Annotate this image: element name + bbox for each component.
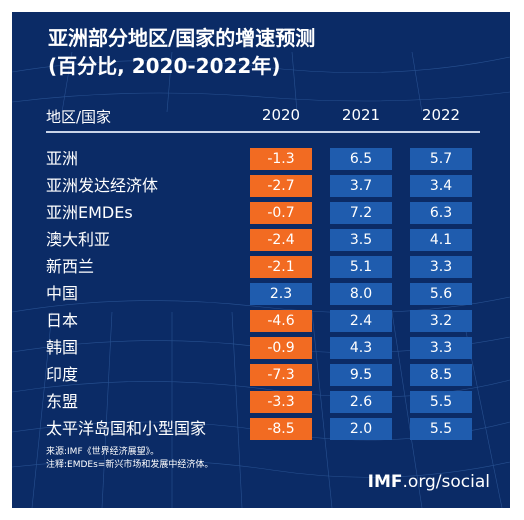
value-cell-2020: -0.7	[250, 202, 312, 224]
chart-card: 亚洲部分地区/国家的增速预测 (百分比, 2020-2022年) 地区/国家 2…	[12, 12, 510, 508]
value-cell-2022: 3.2	[410, 310, 472, 332]
value-cell-2022: 5.5	[410, 418, 472, 440]
row-label: 印度	[46, 365, 79, 384]
value-cell-2020: -0.9	[250, 337, 312, 359]
value-cell-2021: 2.6	[330, 391, 392, 413]
row-label: 东盟	[46, 392, 79, 411]
row-label: 亚洲发达经济体	[46, 176, 159, 195]
row-label: 日本	[46, 311, 79, 330]
value-cell-2020: 2.3	[250, 283, 312, 305]
imf-social-link[interactable]: IMF.org/social	[368, 472, 490, 492]
value-cell-2022: 3.3	[410, 256, 472, 278]
table-row: 印度 -7.3 9.5 8.5	[12, 364, 510, 386]
row-label: 亚洲EMDEs	[46, 203, 133, 222]
table-row: 亚洲EMDEs -0.7 7.2 6.3	[12, 202, 510, 224]
definition-note: 注释:EMDEs=新兴市场和发展中经济体。	[46, 460, 214, 470]
value-cell-2021: 3.5	[330, 229, 392, 251]
value-cell-2022: 4.1	[410, 229, 472, 251]
table-row: 澳大利亚 -2.4 3.5 4.1	[12, 229, 510, 251]
table-row: 中国 2.3 8.0 5.6	[12, 283, 510, 305]
value-cell-2020: -2.1	[250, 256, 312, 278]
table-row: 亚洲发达经济体 -2.7 3.7 3.4	[12, 175, 510, 197]
value-cell-2020: -3.3	[250, 391, 312, 413]
value-cell-2020: -8.5	[250, 418, 312, 440]
value-cell-2021: 9.5	[330, 364, 392, 386]
value-cell-2022: 5.7	[410, 148, 472, 170]
table-row: 亚洲 -1.3 6.5 5.7	[12, 148, 510, 170]
row-label: 中国	[46, 284, 79, 303]
row-label: 新西兰	[46, 257, 95, 276]
value-cell-2020: -1.3	[250, 148, 312, 170]
value-cell-2021: 2.0	[330, 418, 392, 440]
table-row: 东盟 -3.3 2.6 5.5	[12, 391, 510, 413]
row-header: 地区/国家	[46, 108, 112, 126]
value-cell-2022: 6.3	[410, 202, 472, 224]
value-cell-2020: -2.4	[250, 229, 312, 251]
value-cell-2021: 5.1	[330, 256, 392, 278]
row-label: 亚洲	[46, 149, 79, 168]
value-cell-2020: -4.6	[250, 310, 312, 332]
chart-title: 亚洲部分地区/国家的增速预测	[48, 26, 316, 50]
row-label: 澳大利亚	[46, 230, 111, 249]
value-cell-2021: 4.3	[330, 337, 392, 359]
value-cell-2020: -2.7	[250, 175, 312, 197]
table-row: 韩国 -0.9 4.3 3.3	[12, 337, 510, 359]
brand-bold: IMF	[367, 472, 403, 492]
source-note: 来源:IMF《世界经济展望》。	[46, 447, 160, 457]
value-cell-2021: 2.4	[330, 310, 392, 332]
value-cell-2022: 5.5	[410, 391, 472, 413]
table-row: 日本 -4.6 2.4 3.2	[12, 310, 510, 332]
value-cell-2021: 6.5	[330, 148, 392, 170]
column-header-2022: 2022	[421, 106, 461, 124]
value-cell-2021: 7.2	[330, 202, 392, 224]
header-rule	[46, 131, 480, 133]
value-cell-2021: 3.7	[330, 175, 392, 197]
column-header-2020: 2020	[261, 106, 301, 124]
value-cell-2022: 5.6	[410, 283, 472, 305]
value-cell-2021: 8.0	[330, 283, 392, 305]
column-header-2021: 2021	[341, 106, 381, 124]
row-label: 韩国	[46, 338, 79, 357]
value-cell-2022: 3.4	[410, 175, 472, 197]
table-row: 新西兰 -2.1 5.1 3.3	[12, 256, 510, 278]
value-cell-2022: 8.5	[410, 364, 472, 386]
brand-rest: .org/social	[402, 472, 490, 492]
chart-subtitle: (百分比, 2020-2022年)	[48, 54, 281, 78]
value-cell-2022: 3.3	[410, 337, 472, 359]
table-row: 太平洋岛国和小型国家 -8.5 2.0 5.5	[12, 418, 510, 440]
value-cell-2020: -7.3	[250, 364, 312, 386]
row-label: 太平洋岛国和小型国家	[46, 419, 207, 438]
